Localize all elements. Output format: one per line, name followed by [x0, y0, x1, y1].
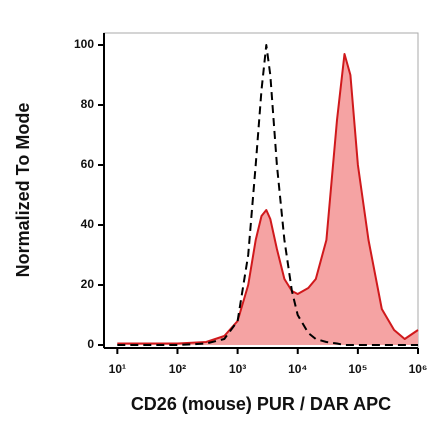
x-axis-title: CD26 (mouse) PUR / DAR APC [131, 394, 391, 414]
y-tick-label: 0 [87, 337, 94, 351]
x-tick-label: 10¹ [109, 362, 126, 376]
y-tick-label: 60 [81, 157, 95, 171]
y-tick-label: 20 [81, 277, 95, 291]
y-tick-label: 80 [81, 97, 95, 111]
y-axis-title: Normalized To Mode [13, 103, 33, 278]
x-tick-label: 10⁵ [348, 362, 367, 376]
x-tick-label: 10² [169, 362, 186, 376]
y-tick-label: 100 [74, 37, 94, 51]
histogram-line [117, 44, 418, 346]
x-tick-label: 10⁴ [288, 362, 307, 376]
y-tick-label: 40 [81, 217, 95, 231]
x-tick-label: 10³ [229, 362, 246, 376]
histogram-fill [117, 54, 419, 345]
x-tick-label: 10⁶ [409, 362, 428, 376]
